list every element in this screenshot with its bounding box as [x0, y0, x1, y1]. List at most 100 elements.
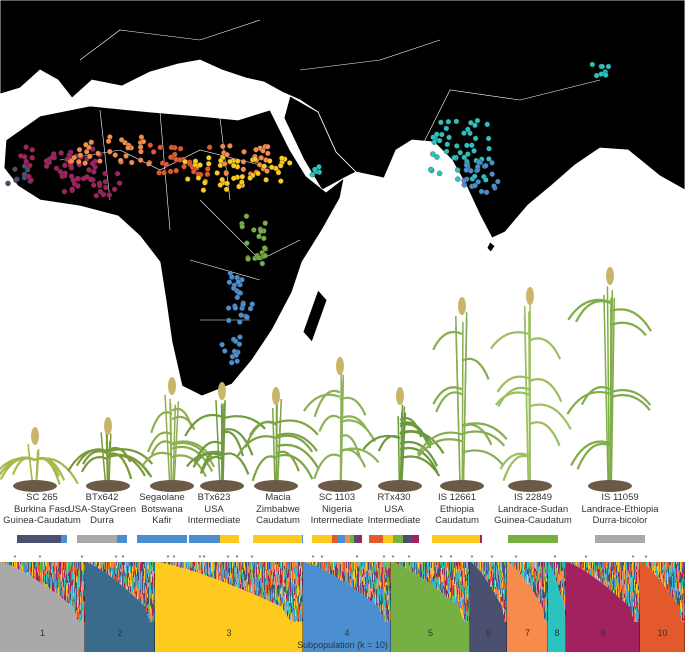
- accession-dot: [471, 173, 478, 180]
- accession-dot: [84, 174, 90, 180]
- madagascar-landmass: [302, 289, 328, 343]
- accession-dot: [150, 149, 157, 155]
- accession-dot: [66, 152, 73, 159]
- sorghum-plant: [303, 357, 380, 492]
- accession-dot: [167, 168, 174, 175]
- sorghum-plant: [566, 267, 652, 492]
- accession-dot: [88, 139, 95, 145]
- accession-dot: [217, 182, 224, 188]
- ancestry-segment: [301, 535, 303, 543]
- accession-dot: [269, 164, 275, 171]
- accession-dot: [102, 178, 109, 185]
- accession-origin: USA: [204, 503, 224, 515]
- accession-dot: [29, 154, 35, 161]
- accession-ancestry-bar: [432, 535, 482, 543]
- sorghum-plant: [362, 387, 445, 492]
- accession-dot: [206, 144, 213, 151]
- subpopulation-label: 5: [427, 628, 434, 638]
- accession-dots: [5, 61, 612, 366]
- accession-dot: [234, 158, 241, 164]
- ancestry-segment: [220, 535, 239, 543]
- accession-race: Guinea-Caudatum: [494, 515, 572, 526]
- accession-name: SC 1103: [318, 492, 356, 503]
- accession-dot: [83, 141, 89, 148]
- accession-origin: Zimbabwe: [256, 503, 300, 515]
- accession-dot: [434, 154, 440, 160]
- accession-dot: [74, 175, 81, 182]
- accession-dot: [226, 279, 233, 285]
- accession-dot: [163, 161, 170, 168]
- accession-ancestry-bar: [137, 535, 187, 543]
- accession-dot: [602, 72, 609, 78]
- accession-dot: [231, 162, 237, 169]
- accession-dot: [472, 135, 479, 142]
- accession-dot: [258, 228, 264, 234]
- ancestry-segment: [17, 535, 61, 543]
- accession-dot: [436, 137, 443, 144]
- accession-dot: [244, 314, 250, 320]
- accession-name: IS 22849: [513, 492, 553, 503]
- accession-dot: [265, 150, 271, 157]
- accession-dot: [71, 181, 78, 187]
- accession-dot: [195, 175, 202, 181]
- accession-dot: [484, 121, 490, 128]
- accession-dot: [277, 162, 284, 169]
- accession-dot: [219, 176, 225, 183]
- accession-dot: [253, 146, 259, 153]
- accession-dot: [202, 179, 208, 186]
- accession-dot: [92, 158, 98, 165]
- accession-dot: [461, 154, 468, 161]
- accession-dot: [138, 148, 144, 155]
- accession-dot: [173, 156, 180, 163]
- accession-dot: [455, 176, 461, 182]
- accession-ancestry-bar: [77, 535, 127, 543]
- subpopulation-label: 1: [39, 628, 46, 638]
- accession-dot: [438, 119, 444, 126]
- ancestry-segment: [253, 535, 302, 543]
- accession-dot: [222, 348, 228, 354]
- accession-dot: [204, 166, 211, 172]
- accession-marker: *: [81, 555, 84, 562]
- accession-dot: [77, 152, 84, 159]
- accession-dot: [489, 159, 495, 166]
- accession-label: Segaolane Botswana Kafir: [107, 492, 217, 527]
- accession-dot: [457, 149, 463, 156]
- sorghum-plant: [490, 287, 572, 492]
- accession-dot: [251, 227, 257, 233]
- accession-dot: [239, 179, 245, 185]
- subpopulation-10: [640, 562, 685, 652]
- accession-dot: [28, 177, 34, 183]
- accession-dot: [261, 235, 267, 242]
- accession-ancestry-bar: [595, 535, 645, 543]
- accession-dot: [485, 135, 492, 142]
- accession-marker: *: [321, 555, 324, 562]
- accession-dot: [27, 162, 33, 169]
- accession-dot: [474, 163, 481, 170]
- accession-dot: [476, 159, 482, 165]
- accession-dot: [76, 158, 82, 165]
- accession-ancestry-bar: [17, 535, 67, 543]
- accession-ancestry-bar: [508, 535, 558, 543]
- accession-dot: [468, 119, 474, 126]
- accession-dot: [205, 161, 212, 167]
- subpopulation-2: [85, 562, 156, 652]
- accession-dot: [589, 61, 596, 68]
- accession-dot: [116, 180, 123, 186]
- accession-dot: [491, 183, 497, 189]
- accession-dot: [234, 358, 240, 364]
- ancestry-segment: [393, 535, 403, 543]
- accession-dot: [436, 170, 443, 177]
- accession-race: Kafir: [152, 515, 172, 526]
- accession-dot: [255, 254, 262, 261]
- accession-dot: [247, 175, 253, 181]
- accession-dot: [172, 151, 178, 158]
- accession-dot: [225, 305, 232, 311]
- accession-dot: [97, 188, 104, 195]
- accession-dot: [486, 156, 492, 162]
- accession-dot: [68, 173, 75, 179]
- accession-dot: [61, 188, 68, 195]
- accession-dot: [599, 63, 605, 70]
- accession-dot: [93, 192, 100, 199]
- subpopulation-label: 4: [344, 628, 350, 638]
- accession-dot: [240, 166, 247, 172]
